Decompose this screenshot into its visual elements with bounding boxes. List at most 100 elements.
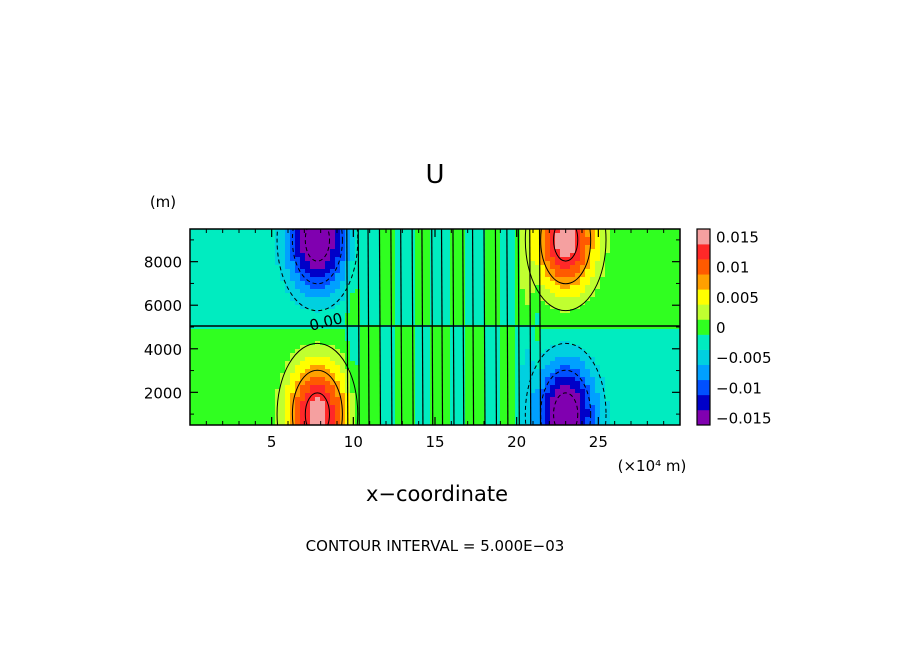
field-cell xyxy=(605,417,611,422)
field-cell xyxy=(370,289,376,294)
field-cell xyxy=(195,421,201,425)
field-cell xyxy=(240,389,246,394)
field-cell xyxy=(375,233,381,238)
field-cell xyxy=(510,421,516,425)
field-cell xyxy=(395,329,401,334)
field-cell xyxy=(515,349,521,354)
field-cell xyxy=(285,321,291,326)
field-cell xyxy=(540,313,546,318)
field-cell xyxy=(330,361,336,366)
field-cell xyxy=(240,265,246,270)
field-cell xyxy=(500,313,506,318)
field-cell xyxy=(485,233,491,238)
field-cell xyxy=(610,305,616,310)
field-cell xyxy=(415,229,421,234)
field-cell xyxy=(575,273,581,278)
field-cell xyxy=(580,321,586,326)
field-cell xyxy=(240,345,246,350)
field-cell xyxy=(515,361,521,366)
field-cell xyxy=(595,249,601,254)
field-cell xyxy=(445,417,451,422)
field-cell xyxy=(200,237,206,242)
field-cell xyxy=(555,241,561,246)
field-cell xyxy=(605,377,611,382)
field-cell xyxy=(320,357,326,362)
field-cell xyxy=(570,353,576,358)
field-cell xyxy=(565,285,571,290)
field-cell xyxy=(265,309,271,314)
field-cell xyxy=(275,265,281,270)
field-cell xyxy=(445,373,451,378)
field-cell xyxy=(275,385,281,390)
field-cell xyxy=(530,297,536,302)
field-cell xyxy=(230,341,236,346)
field-cell xyxy=(590,393,596,398)
field-cell xyxy=(375,401,381,406)
field-cell xyxy=(485,241,491,246)
field-cell xyxy=(205,229,211,234)
field-cell xyxy=(610,229,616,234)
field-cell xyxy=(210,385,216,390)
field-cell xyxy=(645,341,651,346)
field-cell xyxy=(625,337,631,342)
field-cell xyxy=(255,305,261,310)
field-cell xyxy=(335,353,341,358)
colorbar-bin xyxy=(697,409,710,426)
field-cell xyxy=(400,417,406,422)
field-cell xyxy=(630,325,636,330)
field-cell xyxy=(305,253,311,258)
field-cell xyxy=(435,393,441,398)
field-cell xyxy=(475,385,481,390)
field-cell xyxy=(240,349,246,354)
field-cell xyxy=(545,233,551,238)
field-cell xyxy=(290,245,296,250)
field-cell xyxy=(235,261,241,266)
field-cell xyxy=(475,265,481,270)
field-cell xyxy=(585,241,591,246)
field-cell xyxy=(250,377,256,382)
field-cell xyxy=(560,297,566,302)
field-cell xyxy=(285,373,291,378)
field-cell xyxy=(315,261,321,266)
field-cell xyxy=(240,413,246,418)
field-cell xyxy=(520,373,526,378)
field-cell xyxy=(605,309,611,314)
field-cell xyxy=(340,305,346,310)
field-cell xyxy=(450,393,456,398)
field-cell xyxy=(360,393,366,398)
field-cell xyxy=(585,301,591,306)
field-cell xyxy=(295,249,301,254)
field-cell xyxy=(595,269,601,274)
field-cell xyxy=(340,277,346,282)
field-cell xyxy=(500,293,506,298)
field-cell xyxy=(580,369,586,374)
field-cell xyxy=(570,317,576,322)
field-cell xyxy=(605,341,611,346)
field-cell xyxy=(195,269,201,274)
field-cell xyxy=(630,241,636,246)
field-cell xyxy=(535,389,541,394)
field-cell xyxy=(260,341,266,346)
field-cell xyxy=(645,361,651,366)
field-cell xyxy=(315,381,321,386)
field-cell xyxy=(665,333,671,338)
field-cell xyxy=(485,317,491,322)
field-cell xyxy=(385,353,391,358)
field-cell xyxy=(205,325,211,330)
field-cell xyxy=(620,241,626,246)
field-cell xyxy=(495,293,501,298)
field-cell xyxy=(595,365,601,370)
field-cell xyxy=(280,373,286,378)
field-cell xyxy=(375,289,381,294)
field-cell xyxy=(655,273,661,278)
field-cell xyxy=(660,313,666,318)
field-cell xyxy=(280,289,286,294)
field-cell xyxy=(295,349,301,354)
field-cell xyxy=(445,385,451,390)
field-cell xyxy=(495,265,501,270)
field-cell xyxy=(635,373,641,378)
field-cell xyxy=(280,365,286,370)
field-cell xyxy=(535,373,541,378)
field-cell xyxy=(385,337,391,342)
field-cell xyxy=(275,229,281,234)
